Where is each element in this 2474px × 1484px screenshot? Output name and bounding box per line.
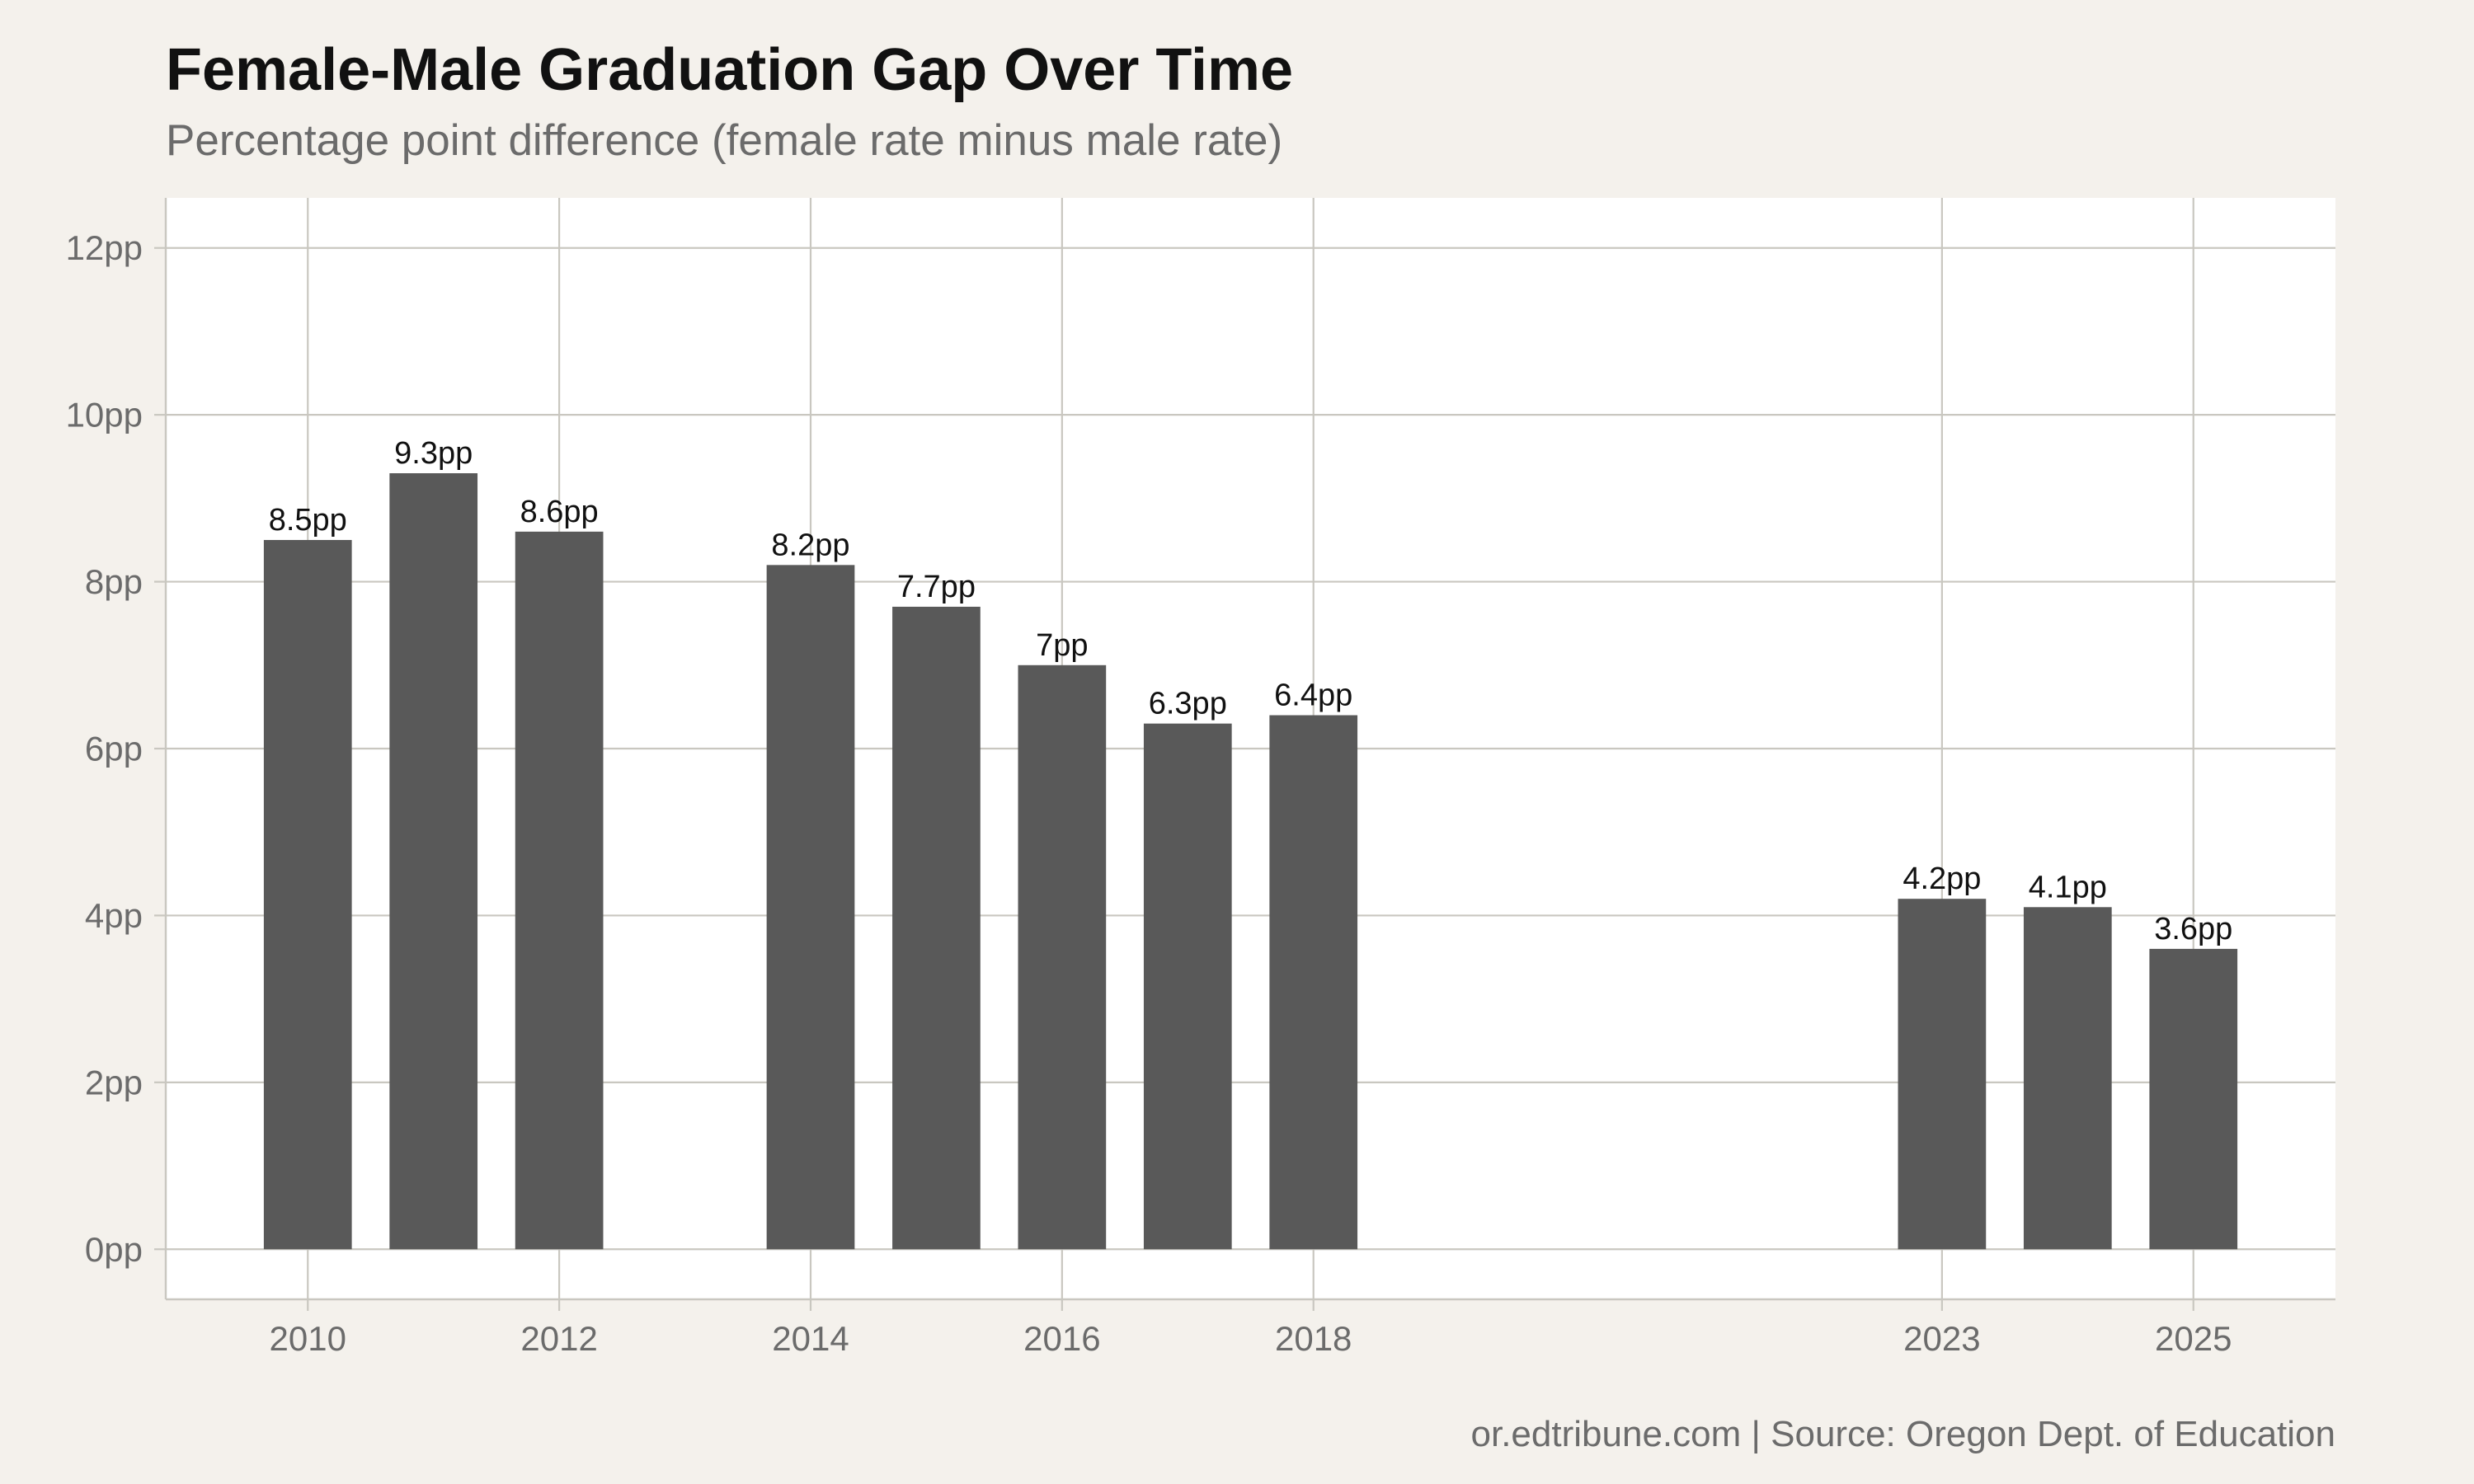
axes: 0pp 2pp 4pp 6pp 8pp 10pp 12pp 2010 2012 2014 2016 2… [66,198,2335,1358]
y-tick-label: 0pp [85,1230,143,1269]
data-label-2024: 4.1pp [2029,870,2107,904]
data-label-2025: 3.6pp [2154,912,2232,946]
bar-2015 [892,606,981,1250]
x-tick-label: 2016 [1023,1319,1100,1358]
chart-title: Female-Male Graduation Gap Over Time [166,37,1294,103]
y-tick-label: 2pp [85,1063,143,1101]
data-label-2015: 7.7pp [897,570,976,604]
y-tick-label: 12pp [66,228,143,267]
y-tick-label: 6pp [85,730,143,768]
data-label-2016: 7pp [1036,628,1088,663]
x-tick-label: 2018 [1275,1319,1352,1358]
data-labels: 8.5pp 9.3pp 8.6pp 8.2pp 7.7pp 7pp 6.3pp 6.4pp 4.… [269,436,2233,946]
y-tick-label: 4pp [85,896,143,935]
bar-2014 [766,565,855,1250]
bar-2023 [1898,899,1987,1250]
data-label-2018: 6.4pp [1274,679,1352,713]
y-tick-label: 10pp [66,396,143,434]
x-tick-label: 2023 [1903,1319,1980,1358]
x-tick-label: 2012 [520,1319,597,1358]
data-label-2017: 6.3pp [1149,687,1227,721]
data-label-2010: 8.5pp [269,503,347,538]
bar-2018 [1269,715,1358,1250]
bar-2011 [389,473,478,1250]
bar-2017 [1143,723,1232,1250]
data-label-2023: 4.2pp [1903,862,1981,896]
x-tick-label: 2014 [772,1319,849,1358]
bar-2010 [263,539,352,1250]
y-tick-label: 8pp [85,562,143,601]
x-tick-label: 2025 [2155,1319,2232,1358]
data-label-2014: 8.2pp [771,528,849,562]
chart-subtitle: Percentage point difference (female rate… [166,116,1283,165]
bar-2024 [2023,907,2112,1250]
bar-2025 [2149,948,2238,1250]
chart-caption: or.edtribune.com | Source: Oregon Dept. … [1470,1414,2335,1454]
bar-2012 [515,531,604,1250]
bar-2016 [1018,665,1107,1250]
x-tick-label: 2010 [270,1319,346,1358]
data-label-2011: 9.3pp [394,436,473,471]
data-label-2012: 8.6pp [520,495,599,529]
bars [263,473,2238,1250]
